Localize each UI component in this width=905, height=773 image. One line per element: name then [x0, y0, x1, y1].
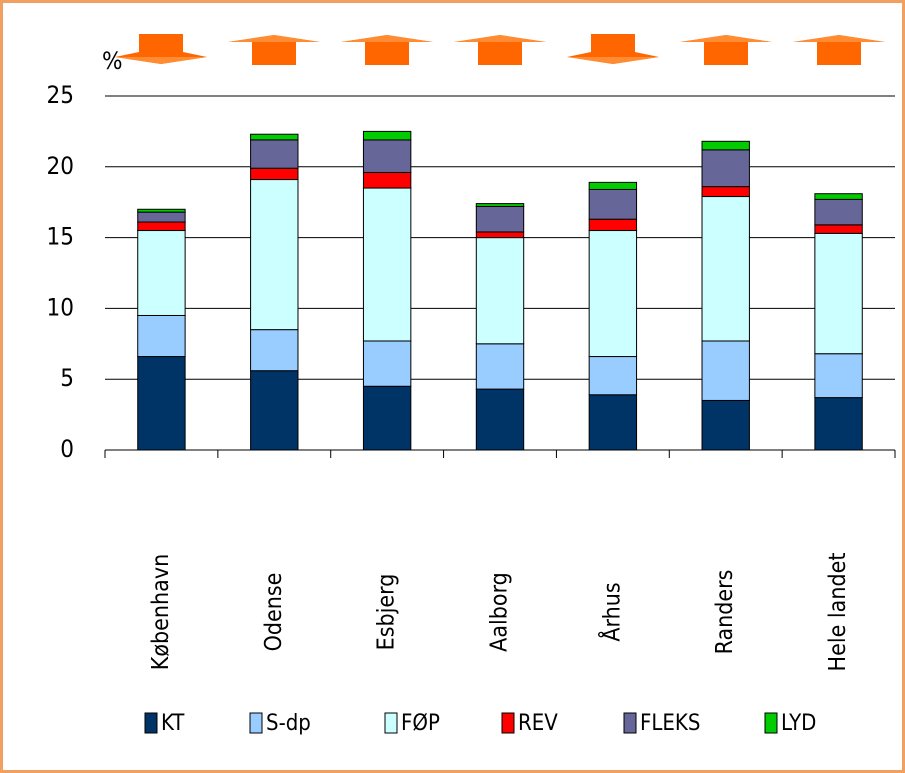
bar-segment — [588, 230, 638, 358]
legend-label: FØP — [401, 711, 440, 736]
y-tick-label: 5 — [60, 364, 74, 392]
bar-segment — [137, 314, 186, 358]
bar-segment — [250, 133, 299, 141]
y-tick-label: 25 — [47, 81, 74, 109]
x-tick-label: Randers — [712, 570, 738, 655]
bar-segment — [701, 186, 750, 198]
bar-segment — [475, 231, 525, 239]
bar-segment — [250, 370, 299, 451]
bar-segment — [588, 188, 638, 220]
bar-segment — [701, 399, 750, 451]
bar-segment — [137, 356, 186, 451]
bar-segment — [362, 187, 412, 342]
bar-segment — [475, 237, 525, 345]
bar-segment — [814, 353, 863, 399]
bar-segment — [475, 343, 525, 390]
y-tick-label: 15 — [47, 223, 74, 251]
bar-segment — [250, 167, 299, 181]
bar-segment — [362, 340, 412, 387]
bar-segment — [701, 149, 750, 188]
bar-segment — [475, 203, 525, 207]
bar-segment — [137, 208, 186, 213]
bar-segment — [814, 397, 863, 451]
bar-segment — [814, 232, 863, 355]
bar-segment — [701, 140, 750, 151]
bar-segment — [137, 211, 186, 223]
bar-segment — [814, 224, 863, 234]
y-tick-label: 0 — [60, 435, 74, 463]
legend-swatch — [764, 712, 778, 734]
bar-segment — [701, 196, 750, 342]
bar-segment — [362, 171, 412, 189]
bar-segment — [250, 139, 299, 169]
bar-segment — [362, 139, 412, 173]
legend-swatch — [144, 712, 158, 734]
bar-segment — [588, 356, 638, 396]
bar-segment — [588, 218, 638, 232]
legend-swatch — [249, 712, 263, 734]
y-axis-label: % — [102, 47, 123, 75]
legend-label: S-dp — [266, 711, 311, 736]
legend-label: REV — [518, 711, 558, 736]
bar-segment — [362, 130, 412, 141]
bar-segment — [362, 385, 412, 451]
bar-segment — [701, 340, 750, 401]
y-tick-label: 20 — [47, 152, 74, 180]
bar-segment — [250, 329, 299, 372]
bar-segment — [137, 221, 186, 232]
bar-segment — [588, 181, 638, 190]
y-tick-label: 10 — [47, 293, 74, 321]
legend-label: LYD — [781, 711, 816, 736]
bar-segment — [250, 179, 299, 331]
legend-swatch — [501, 712, 515, 734]
x-tick-label: Hele landet — [825, 553, 851, 672]
x-tick-label: Aalborg — [487, 572, 513, 652]
bar-segment — [814, 193, 863, 200]
bar-segment — [475, 205, 525, 233]
legend-label: FLEKS — [640, 711, 700, 736]
x-tick-label: Esbjerg — [374, 574, 400, 651]
bar-segment — [475, 388, 525, 451]
x-tick-label: Århus — [597, 582, 625, 641]
x-tick-label: København — [148, 554, 174, 670]
bar-segment — [588, 394, 638, 451]
bar-segment — [814, 198, 863, 226]
legend-swatch — [623, 712, 637, 734]
legend-label: KT — [161, 711, 185, 736]
legend-swatch — [384, 712, 398, 734]
bar-segment — [137, 230, 186, 316]
x-tick-label: Odense — [261, 573, 287, 652]
